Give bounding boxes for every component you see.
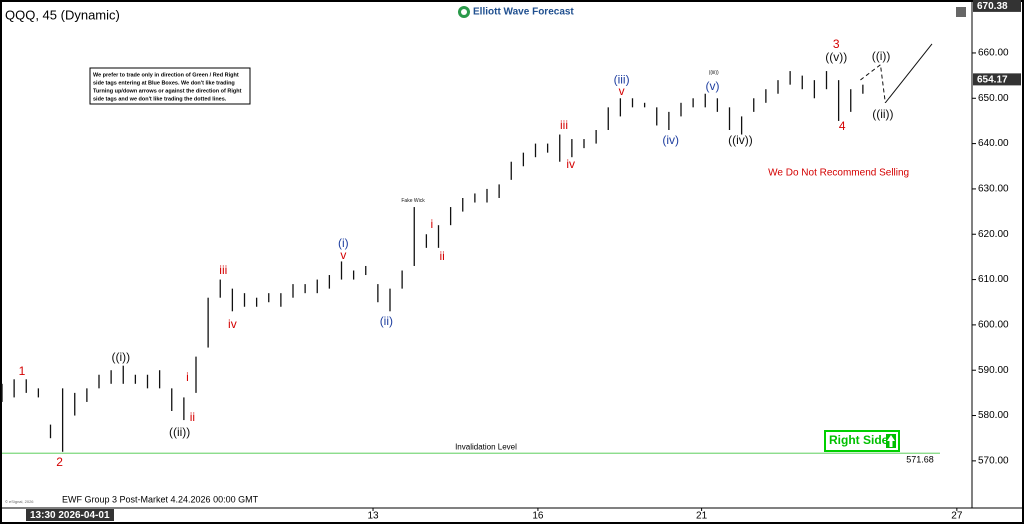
- wave-label: ((ii)): [169, 425, 190, 439]
- wave-label: 4: [839, 119, 846, 133]
- copyright: © eSignal, 2026: [5, 499, 34, 504]
- y-tick-label: 570.00: [978, 456, 1009, 467]
- x-tick-label: 27: [951, 511, 963, 522]
- note-line: Turning up/down arrows or against the di…: [93, 88, 242, 94]
- x-tick-label: 21: [696, 511, 708, 522]
- wave-label: (iii): [614, 72, 630, 86]
- wave-label: iii: [560, 118, 568, 132]
- invalidation-value: 571.68: [906, 455, 934, 465]
- wave-label: iii: [219, 263, 227, 277]
- wave-label: iv: [566, 157, 575, 171]
- right-side-tag: [824, 430, 900, 452]
- wave-label: ((iii)): [709, 70, 719, 76]
- y-tick-label: 590.00: [978, 365, 1009, 376]
- wave-label: Fake Wick: [401, 198, 425, 204]
- icon: [956, 7, 966, 17]
- projection: [884, 43, 933, 104]
- invalidation-label: Invalidation Level: [455, 442, 517, 451]
- wave-label: ii: [439, 249, 444, 263]
- wave-label: ((i)): [872, 49, 891, 63]
- note-box: [89, 67, 251, 105]
- wave-label: iv: [228, 317, 237, 331]
- wave-label: We Do Not Recommend Selling: [768, 168, 909, 179]
- note-line: We prefer to trade only in direction of …: [93, 72, 239, 78]
- price-label: 654.17: [977, 75, 1008, 86]
- price-label: 670.38: [977, 1, 1008, 12]
- x-tick-label: 13: [367, 511, 379, 522]
- price-box: [973, 0, 1021, 12]
- wave-label: 3: [833, 37, 840, 51]
- y-tick-label: 610.00: [978, 274, 1009, 285]
- y-tick-label: 620.00: [978, 229, 1009, 240]
- arrow-icon: [887, 435, 895, 447]
- wave-label: ((v)): [825, 50, 847, 64]
- wave-label: 1: [19, 364, 26, 378]
- note-line: side tags entering at Blue Boxes. We don…: [93, 80, 235, 86]
- y-tick-label: 580.00: [978, 410, 1009, 421]
- wave-label: ii: [190, 410, 195, 424]
- wave-label: (v): [706, 79, 720, 93]
- right-side-label: Right Side: [829, 433, 889, 447]
- wave-label: (i): [338, 236, 349, 250]
- y-tick-label: 660.00: [978, 48, 1009, 59]
- wave-label: v: [340, 248, 346, 262]
- y-tick-label: 640.00: [978, 138, 1009, 149]
- brand: Elliott Wave Forecast: [473, 7, 574, 18]
- start-date: 13:30 2026-04-01: [30, 510, 110, 521]
- caption: EWF Group 3 Post-Market 4.24.2026 00:00 …: [62, 494, 259, 504]
- projection: [860, 63, 886, 103]
- symbol: QQQ, 45 (Dynamic): [5, 7, 120, 22]
- wave-label: (iv): [662, 133, 679, 147]
- start-box: [26, 509, 114, 521]
- price-box: [973, 73, 1021, 86]
- y-tick-label: 600.00: [978, 320, 1009, 331]
- y-tick-label: 650.00: [978, 93, 1009, 104]
- wave-label: 2: [56, 455, 63, 469]
- wave-label: ((iv)): [728, 133, 753, 147]
- wave-label: i: [186, 370, 189, 384]
- wave-label: ((i)): [111, 350, 130, 364]
- wave-label: (ii): [380, 314, 393, 328]
- brand-logo: [461, 9, 467, 15]
- wave-label: v: [619, 84, 625, 98]
- note-line: side tags and we don't like trading the …: [93, 96, 227, 102]
- x-tick-label: 16: [532, 511, 544, 522]
- wave-label: i: [430, 217, 433, 231]
- y-tick-label: 630.00: [978, 184, 1009, 195]
- wave-label: ((ii)): [872, 107, 893, 121]
